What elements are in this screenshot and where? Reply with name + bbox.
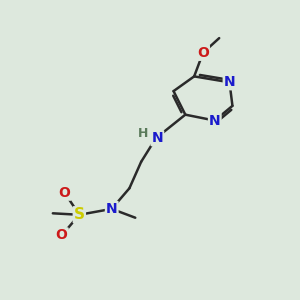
Text: N: N bbox=[106, 202, 118, 216]
Text: H: H bbox=[137, 127, 148, 140]
Text: N: N bbox=[224, 75, 235, 89]
Text: N: N bbox=[152, 131, 163, 145]
Text: N: N bbox=[209, 114, 220, 128]
Text: O: O bbox=[56, 228, 68, 242]
Text: O: O bbox=[197, 46, 209, 60]
Text: O: O bbox=[59, 186, 70, 200]
Text: S: S bbox=[74, 207, 85, 222]
